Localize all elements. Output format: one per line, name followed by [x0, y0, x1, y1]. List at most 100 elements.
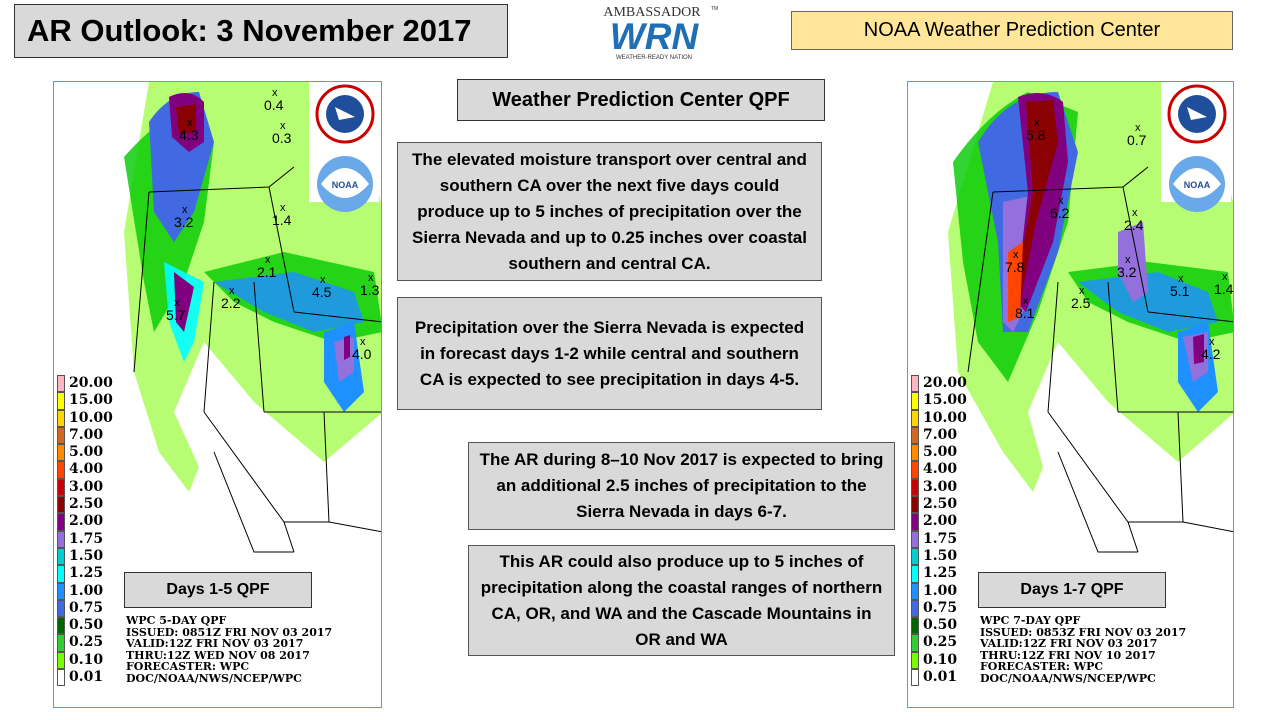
legend-row: 0.01	[57, 669, 113, 687]
legend-value: 7.00	[69, 426, 104, 443]
legend-row: 7.00	[911, 426, 967, 445]
metadata-line: THRU:12Z FRI NOV 10 2017	[980, 648, 1156, 662]
qpf-point-value: 4.3	[179, 127, 199, 143]
svg-text:NOAA: NOAA	[332, 180, 359, 190]
qpf-point-marker: x	[368, 272, 374, 284]
legend-row: 4.00	[911, 461, 967, 479]
legend-value: 1.25	[923, 565, 958, 582]
legend-row: 1.25	[911, 565, 967, 583]
map-metadata: WPC 7-DAY QPF ISSUED: 0853Z FRI NOV 03 20…	[980, 615, 1186, 684]
legend-swatch	[57, 599, 65, 618]
svg-text:NOAA: NOAA	[1184, 180, 1211, 190]
qpf-point-marker: x	[187, 117, 193, 129]
legend-value: 0.25	[69, 634, 104, 651]
legend-swatch	[911, 617, 919, 635]
legend-row: 0.10	[57, 651, 113, 670]
legend-row: 1.00	[57, 582, 113, 600]
text-box-1: The elevated moisture transport over cen…	[397, 142, 822, 281]
precip-legend: 20.00 15.00 10.00 7.00 5.00 4.00 3.00 2.50 2.00 1…	[911, 375, 967, 687]
legend-value: 0.01	[923, 669, 958, 686]
legend-row: 15.00	[57, 392, 113, 410]
legend-swatch	[57, 426, 65, 445]
page-title: AR Outlook: 3 November 2017	[14, 4, 508, 58]
legend-swatch	[911, 513, 919, 531]
legend-swatch	[911, 565, 919, 583]
legend-row: 0.01	[911, 669, 967, 687]
legend-value: 1.00	[923, 582, 958, 599]
metadata-line: FORECASTER: WPC	[980, 660, 1104, 673]
qpf-point-value: 1.4	[1214, 281, 1234, 297]
legend-value: 0.75	[69, 599, 104, 616]
metadata-line: VALID:12Z FRI NOV 03 2017	[980, 637, 1158, 650]
qpf-point-value: 5.1	[1170, 283, 1190, 299]
legend-value: 2.00	[923, 513, 958, 530]
legend-value: 2.50	[923, 496, 958, 513]
legend-value: 1.00	[69, 582, 104, 599]
legend-row: 2.50	[57, 496, 113, 514]
legend-row: 2.50	[911, 496, 967, 514]
legend-value: 1.50	[69, 547, 104, 564]
legend-value: 4.00	[923, 461, 958, 478]
legend-swatch	[911, 582, 919, 600]
qpf-point-marker: x	[1034, 117, 1040, 129]
text-box-4: This AR could also produce up to 5 inche…	[468, 545, 895, 656]
legend-value: 1.25	[69, 565, 104, 582]
logo-main-text: WRN	[610, 16, 700, 57]
qpf-point-marker: x	[1178, 273, 1184, 285]
legend-row: 4.00	[57, 461, 113, 479]
legend-row: 0.50	[57, 617, 113, 635]
legend-swatch	[57, 444, 65, 462]
qpf-point-marker: x	[265, 254, 271, 266]
qpf-map-days-1-5: NOAA 20.00 15.00 10.00 7.00 5.00 4.00 3.00 2.50…	[53, 81, 382, 708]
legend-swatch	[911, 409, 919, 427]
legend-row: 20.00	[57, 375, 113, 393]
org-label: NOAA Weather Prediction Center	[791, 11, 1233, 50]
legend-swatch	[57, 392, 65, 410]
legend-swatch	[57, 478, 65, 497]
legend-swatch	[911, 651, 919, 670]
qpf-point-marker: x	[1135, 122, 1141, 134]
qpf-point-marker: x	[1125, 254, 1131, 266]
qpf-point-value: 0.4	[264, 97, 284, 113]
legend-value: 5.00	[923, 444, 958, 461]
metadata-line: ISSUED: 0853Z FRI NOV 03 2017	[980, 625, 1187, 639]
legend-row: 1.75	[911, 530, 967, 548]
legend-row: 0.50	[911, 617, 967, 635]
legend-value: 15.00	[923, 392, 967, 409]
qpf-point-marker: x	[272, 87, 278, 99]
qpf-map-days-1-7: NOAA 20.00 15.00 10.00 7.00 5.00 4.00 3.00 2.50…	[907, 81, 1234, 708]
qpf-point-value: 5.8	[1026, 127, 1046, 143]
legend-value: 0.75	[923, 599, 958, 616]
page-title-text: AR Outlook: 3 November 2017	[27, 13, 472, 48]
legend-row: 5.00	[57, 444, 113, 462]
legend-value: 0.01	[69, 669, 104, 686]
legend-value: 15.00	[69, 392, 113, 409]
legend-value: 10.00	[923, 409, 967, 426]
metadata-line: WPC 7-DAY QPF	[980, 614, 1081, 627]
qpf-point-marker: x	[320, 274, 326, 286]
legend-value: 20.00	[69, 375, 113, 391]
legend-swatch	[911, 634, 919, 652]
legend-value: 4.00	[69, 461, 104, 478]
legend-value: 1.75	[69, 530, 104, 547]
logo-sub-text: WEATHER-READY NATION	[616, 55, 692, 61]
legend-swatch	[57, 634, 65, 652]
qpf-point-marker: x	[1058, 195, 1064, 207]
map-metadata: WPC 5-DAY QPF ISSUED: 0851Z FRI NOV 03 20…	[126, 615, 332, 684]
legend-swatch	[911, 669, 919, 687]
legend-value: 20.00	[923, 375, 967, 391]
legend-value: 5.00	[69, 444, 104, 461]
legend-swatch	[57, 565, 65, 583]
legend-value: 1.75	[923, 530, 958, 547]
legend-swatch	[911, 375, 919, 393]
legend-row: 3.00	[57, 478, 113, 497]
legend-row: 2.00	[911, 513, 967, 531]
legend-row: 15.00	[911, 392, 967, 410]
qpf-point-marker: x	[280, 202, 286, 214]
legend-swatch	[57, 547, 65, 566]
legend-value: 1.50	[923, 547, 958, 564]
qpf-point-marker: x	[1023, 295, 1029, 307]
svg-text:TM: TM	[711, 6, 718, 12]
legend-row: 7.00	[57, 426, 113, 445]
legend-value: 2.00	[69, 513, 104, 530]
